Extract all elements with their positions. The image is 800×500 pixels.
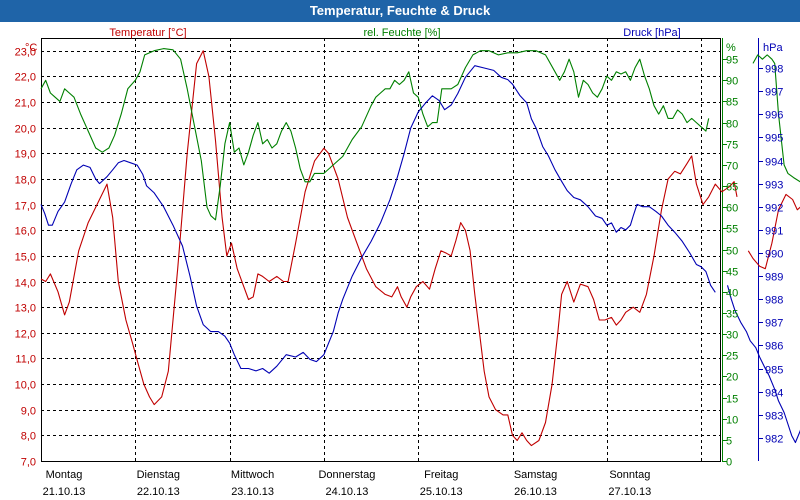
temperature-tick-label: 12,0	[15, 329, 36, 341]
x-date-label: 25.10.13	[420, 486, 463, 498]
temperature-tick-label: 21,0	[15, 98, 36, 110]
humidity-tick-label: 0	[726, 457, 732, 469]
x-day-label: Mittwoch	[231, 469, 274, 481]
x-date-label: 26.10.13	[514, 486, 557, 498]
humidity-unit-label: %	[726, 42, 736, 54]
humidity-tick-label: 35	[726, 309, 738, 321]
humidity-tick-label: 65	[726, 182, 738, 194]
x-day-label: Dienstag	[137, 469, 180, 481]
pressure-line	[726, 285, 800, 444]
humidity-tick-label: 45	[726, 267, 738, 279]
temperature-tick-label: 16,0	[15, 226, 36, 238]
x-day-label: Freitag	[424, 469, 458, 481]
pressure-tick-label: 982	[765, 434, 783, 446]
pressure-tick-label: 996	[765, 110, 783, 122]
pressure-tick-label: 991	[765, 226, 783, 238]
temperature-tick-label: 8,0	[21, 431, 36, 443]
temperature-axis-title: Temperatur [°C]	[109, 27, 186, 39]
x-date-label: 27.10.13	[608, 486, 651, 498]
x-date-label: 21.10.13	[43, 486, 86, 498]
temperature-tick-label: 15,0	[15, 252, 36, 264]
x-day-label: Montag	[46, 469, 83, 481]
temperature-tick-label: 22,0	[15, 72, 36, 84]
humidity-tick-label: 95	[726, 55, 738, 67]
temperature-tick-label: 17,0	[15, 201, 36, 213]
temperature-tick-label: 9,0	[21, 406, 36, 418]
humidity-tick-label: 60	[726, 203, 738, 215]
temperature-tick-label: 10,0	[15, 380, 36, 392]
humidity-axis-title: rel. Feuchte [%]	[363, 27, 440, 39]
humidity-tick-label: 75	[726, 140, 738, 152]
x-date-label: 24.10.13	[326, 486, 369, 498]
temperature-tick-label: 13,0	[15, 303, 36, 315]
chart-title: Temperatur, Feuchte & Druck	[0, 0, 800, 22]
humidity-tick-label: 15	[726, 394, 738, 406]
humidity-tick-label: 10	[726, 415, 738, 427]
humidity-line	[752, 54, 800, 183]
pressure-tick-label: 986	[765, 341, 783, 353]
plot-frame	[41, 38, 759, 462]
humidity-tick-label: 20	[726, 372, 738, 384]
pressure-tick-label: 990	[765, 249, 783, 261]
pressure-tick-label: 987	[765, 318, 783, 330]
axes-group: 7,0 8,0 9,0 10,0 11,0 12,0 13,0 14,0 15,0 16,0 17,…	[15, 47, 784, 499]
x-day-label: Sonntag	[609, 469, 650, 481]
humidity-tick-label: 5	[726, 436, 732, 448]
series-group	[40, 48, 800, 447]
pressure-line	[40, 65, 716, 374]
humidity-tick-label: 40	[726, 288, 738, 300]
pressure-tick-label: 995	[765, 133, 783, 145]
x-day-label: Donnerstag	[318, 469, 375, 481]
x-date-label: 22.10.13	[137, 486, 180, 498]
humidity-tick-label: 85	[726, 97, 738, 109]
temperature-tick-label: 23,0	[15, 47, 36, 59]
pressure-tick-label: 985	[765, 365, 783, 377]
temperature-tick-label: 11,0	[15, 354, 36, 366]
temperature-line	[747, 193, 800, 270]
humidity-tick-label: 90	[726, 76, 738, 88]
humidity-tick-label: 55	[726, 224, 738, 236]
humidity-tick-label: 25	[726, 351, 738, 363]
pressure-tick-label: 998	[765, 64, 783, 76]
humidity-line	[40, 48, 710, 221]
humidity-tick-label: 50	[726, 246, 738, 258]
temperature-tick-label: 7,0	[21, 457, 36, 469]
pressure-tick-label: 994	[765, 157, 783, 169]
pressure-tick-label: 983	[765, 411, 783, 423]
pressure-tick-label: 984	[765, 388, 783, 400]
x-day-label: Samstag	[514, 469, 557, 481]
temperature-tick-label: 14,0	[15, 278, 36, 290]
plot-border	[41, 38, 721, 462]
humidity-tick-label: 30	[726, 330, 738, 342]
temperature-tick-label: 19,0	[15, 149, 36, 161]
temperature-tick-label: 20,0	[15, 124, 36, 136]
pressure-axis-title: Druck [hPa]	[623, 27, 680, 39]
humidity-tick-label: 70	[726, 161, 738, 173]
pressure-tick-label: 997	[765, 87, 783, 99]
pressure-tick-label: 993	[765, 180, 783, 192]
temperature-unit-label: °C	[25, 42, 37, 54]
temperature-line	[40, 50, 738, 447]
pressure-tick-label: 992	[765, 203, 783, 215]
pressure-tick-label: 988	[765, 295, 783, 307]
pressure-unit-label: hPa	[763, 42, 783, 54]
x-date-label: 23.10.13	[231, 486, 274, 498]
humidity-tick-label: 80	[726, 119, 738, 131]
grid	[41, 38, 720, 462]
pressure-tick-label: 989	[765, 272, 783, 284]
temperature-tick-label: 18,0	[15, 175, 36, 187]
